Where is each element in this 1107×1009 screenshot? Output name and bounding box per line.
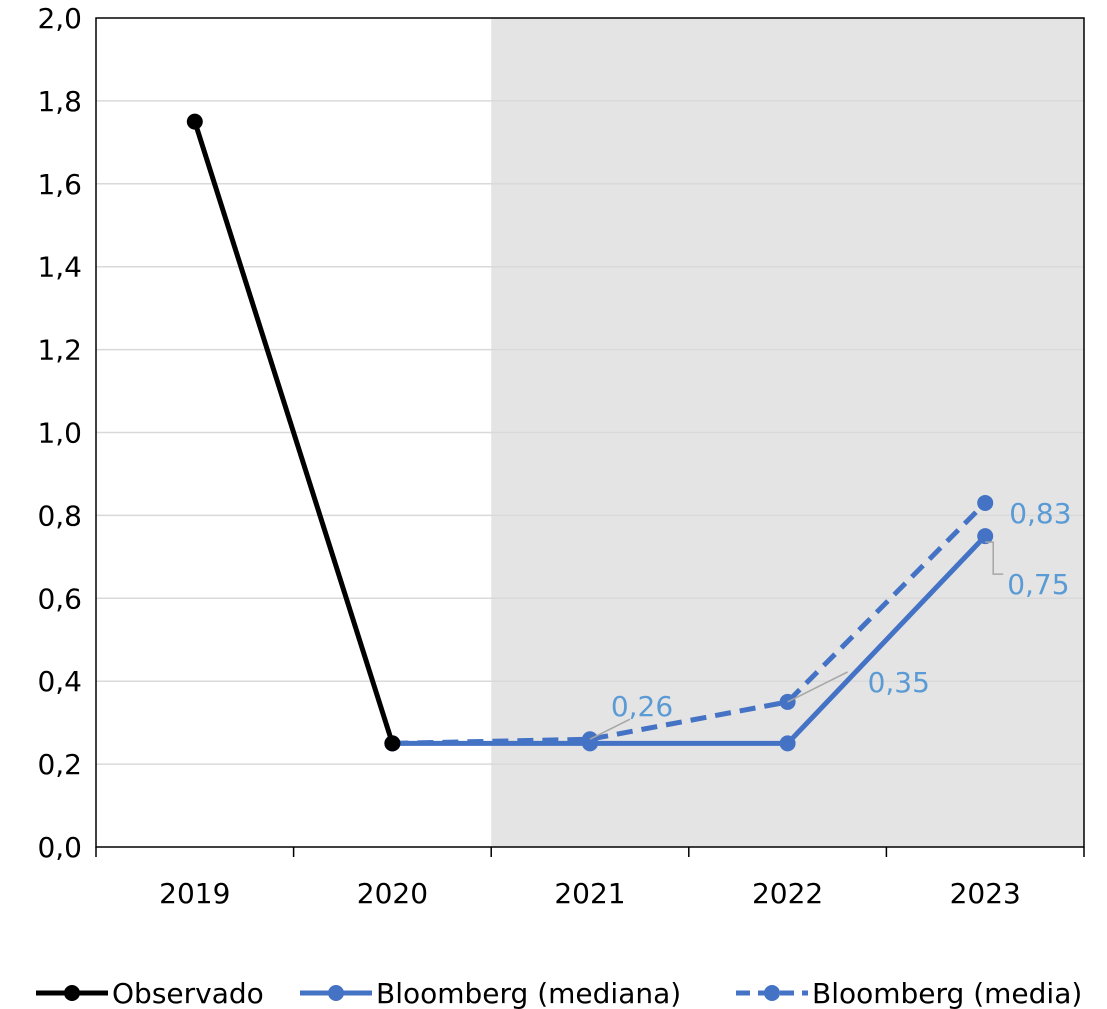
plot-frame xyxy=(95,17,1085,848)
legend-swatch-marker xyxy=(64,985,80,1001)
data-label-leader xyxy=(787,671,848,703)
y-tick-label: 1,8 xyxy=(37,85,82,118)
y-tick-label: 0,4 xyxy=(37,665,82,698)
y-tick-label: 0,2 xyxy=(37,748,82,781)
data-label: 0,83 xyxy=(1009,497,1071,530)
y-tick-label: 2,0 xyxy=(37,2,82,35)
y-tick-label: 1,6 xyxy=(37,168,82,201)
y-tick-label: 1,0 xyxy=(37,417,82,450)
x-tick-label: 2022 xyxy=(752,877,823,910)
data-label: 0,35 xyxy=(868,666,930,699)
legend-item-observado: Observado xyxy=(36,977,264,1009)
legend-swatch-marker xyxy=(328,985,344,1001)
data-label-leader xyxy=(589,718,631,740)
data-point-observado xyxy=(186,113,203,130)
data-point-bloomberg-mediana xyxy=(779,735,796,752)
data-point-bloomberg-media xyxy=(977,494,994,511)
data-label: 0,75 xyxy=(1007,568,1069,601)
data-point-observado xyxy=(384,735,401,752)
x-tick-label: 2020 xyxy=(357,877,428,910)
legend-label: Observado xyxy=(112,977,264,1009)
data-label-leader xyxy=(985,541,1004,575)
x-tick-label: 2021 xyxy=(554,877,625,910)
legend-item-bloomberg-mediana: Bloomberg (mediana) xyxy=(300,977,681,1009)
y-tick-label: 0,8 xyxy=(37,499,82,532)
data-label: 0,26 xyxy=(611,690,673,723)
series-line-observado xyxy=(192,120,395,745)
y-tick-label: 0,6 xyxy=(37,582,82,615)
x-tick-label: 2019 xyxy=(159,877,230,910)
y-tick-label: 0,0 xyxy=(37,831,82,864)
legend-label: Bloomberg (media) xyxy=(812,977,1082,1009)
legend-item-bloomberg-media: Bloomberg (media) xyxy=(736,977,1082,1009)
series-line-bloomberg-mediana xyxy=(392,534,988,746)
x-tick-label: 2023 xyxy=(950,877,1021,910)
legend-swatch-marker xyxy=(764,985,780,1001)
y-tick-label: 1,4 xyxy=(37,251,82,284)
legend-label: Bloomberg (mediana) xyxy=(376,977,681,1009)
data-point-bloomberg-mediana xyxy=(977,528,994,545)
series-line-bloomberg-media xyxy=(392,501,987,746)
y-tick-label: 1,2 xyxy=(37,334,82,367)
data-point-bloomberg-mediana xyxy=(582,735,598,752)
